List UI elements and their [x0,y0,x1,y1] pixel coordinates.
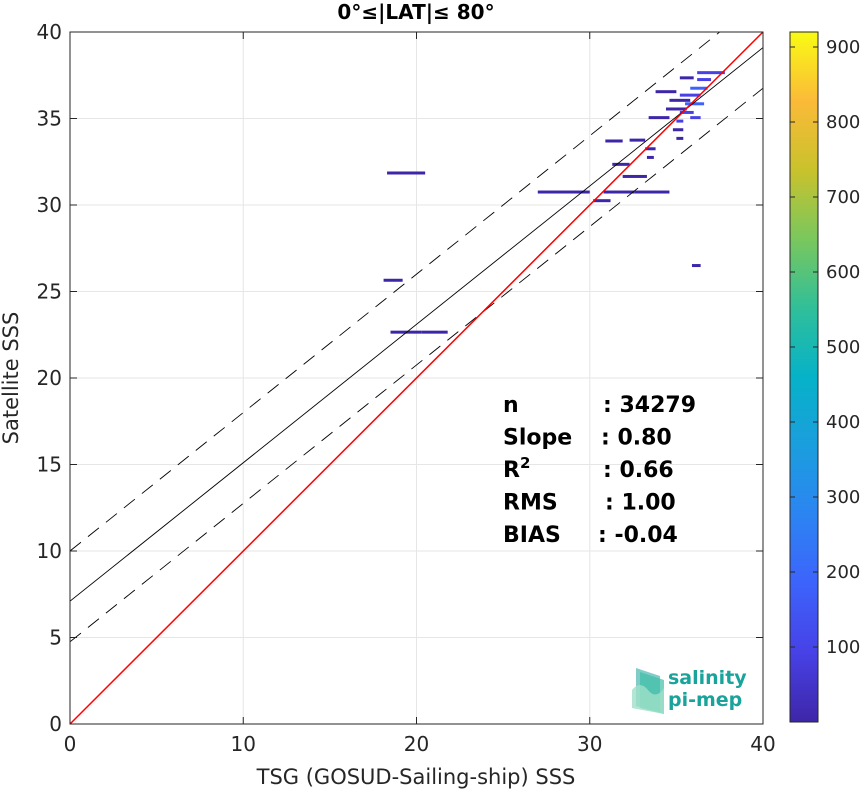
colorbar-tick-label: 700 [826,187,860,208]
density-bin [655,90,677,94]
fit-lower-bound-line [70,87,763,643]
density-bin [634,190,670,194]
x-tick-label: 40 [750,732,775,756]
density-bin [690,86,708,90]
density-bin [383,278,403,282]
y-tick-label: 5 [49,626,62,650]
y-tick-label: 25 [37,280,62,304]
y-tick-label: 10 [37,539,62,563]
density-bin [537,190,590,194]
density-bin [679,93,701,97]
density-bin [676,119,684,123]
identity-line [70,32,763,724]
density-bin [665,107,687,111]
colorbar-tick-label: 100 [826,637,860,658]
density-bin [622,174,647,178]
density-bin [669,98,691,102]
density-bin [629,138,646,142]
density-bin [679,76,694,80]
density-bin [612,162,630,166]
statistics-block: n : 34279 Slope : 0.80 R2 : 0.66 RMS : 1.00 BIAS… [503,393,696,548]
density-bin [387,171,426,175]
fit-upper-bound-line [70,32,721,552]
x-tick-label: 10 [231,732,256,756]
stat-value: : 0.66 [603,458,674,483]
colorbar-tick-label: 900 [826,37,860,58]
density-bin [672,128,684,132]
density-bin [605,139,623,143]
density-bin [679,110,694,114]
y-tick-label: 20 [37,366,62,390]
density-bin [685,102,705,106]
density-bin [697,71,725,75]
colorbar-tick-label: 300 [826,487,860,508]
x-axis-label: TSG (GOSUD-Sailing-ship) SSS [256,765,576,789]
density-bin [676,136,684,140]
stat-value: : 34279 [603,393,696,418]
x-axis: 0 10 20 30 40 [64,32,776,756]
density-bin [421,330,448,334]
colorbar-tick-label: 200 [826,562,860,583]
colorbar [789,31,819,723]
fit-line [70,47,763,602]
stat-value: : -0.04 [598,523,678,548]
density-bin [593,199,611,203]
colorbar-tick-label: 400 [826,412,860,433]
stat-label: Slope [503,426,572,451]
logo-line1: salinity [668,667,747,689]
stat-label: RMS [503,491,558,516]
y-axis: 0 5 10 15 20 25 30 35 40 [37,20,763,736]
x-tick-label: 20 [404,732,429,756]
y-tick-label: 35 [37,107,62,131]
colorbar-tick-label: 800 [826,112,860,133]
density-bin [648,116,670,120]
stat-label-superscript: 2 [520,454,530,472]
stat-label: R2 [503,454,530,483]
salinity-pi-mep-logo: salinity pi-mep [632,667,747,714]
colorbar-tick-label: 600 [826,262,860,283]
density-bin [646,155,654,159]
logo-hills-icon [632,685,664,714]
y-tick-label: 15 [37,453,62,477]
x-tick-label: 0 [64,732,77,756]
x-tick-label: 30 [577,732,602,756]
density-bin [691,264,701,268]
stat-value: : 0.80 [601,426,672,451]
y-tick-label: 30 [37,193,62,217]
colorbar-ticks: 100 200 300 400 500 600 700 800 900 [790,37,860,658]
density-bin [690,116,701,120]
stat-label: BIAS [503,523,561,548]
density-bin [603,190,635,194]
regression-lines [70,32,763,724]
y-tick-label: 0 [49,712,62,736]
y-axis-label: Satellite SSS [0,312,23,445]
colorbar-tick-label: 500 [826,337,860,358]
chart-title: 0°≤|LAT|≤ 80° [337,0,494,24]
density-bin [645,147,656,151]
logo-line2: pi-mep [668,689,742,711]
stat-value: : 1.00 [605,491,676,516]
density-bin [697,78,712,82]
y-tick-label: 40 [37,20,62,44]
stat-label: n [503,393,519,418]
